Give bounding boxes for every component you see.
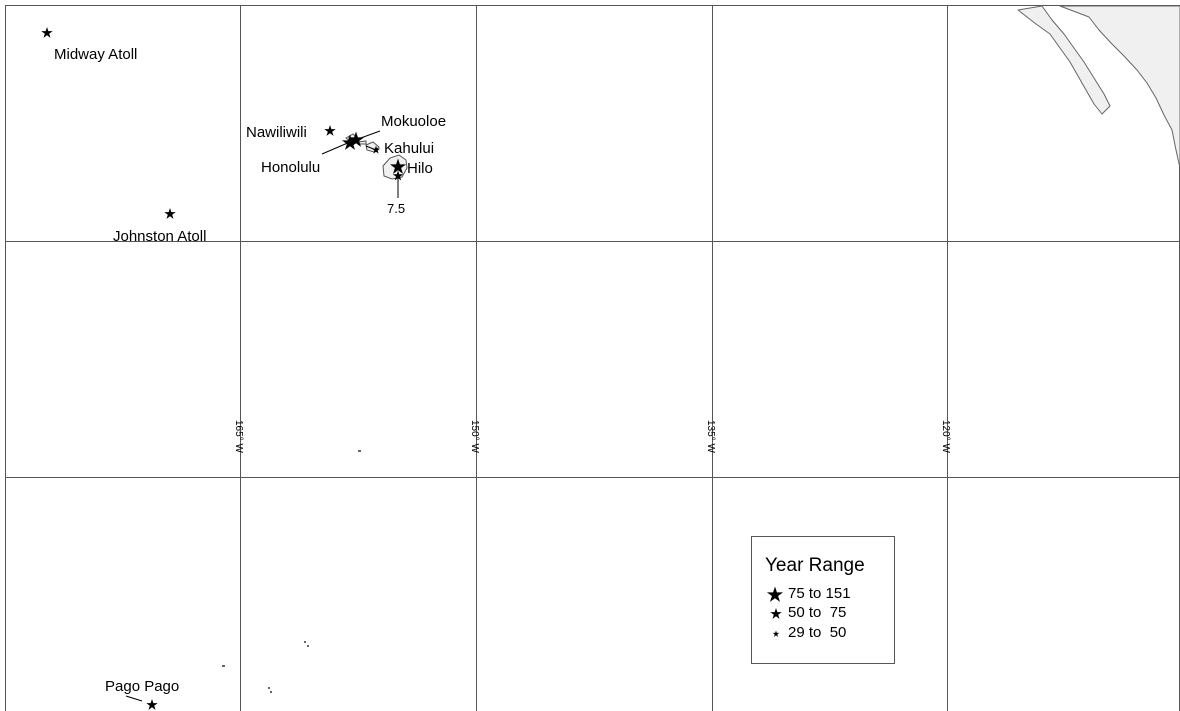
station-label-midway: Midway Atoll	[54, 46, 137, 63]
island-speck	[222, 665, 225, 667]
island-speck	[358, 450, 361, 452]
island-speck	[270, 691, 272, 693]
island-speck	[304, 641, 306, 643]
station-star-icon	[164, 208, 176, 219]
island-speck	[307, 645, 309, 647]
longitude-labels: 165° W 150° W 135° W 120° W	[233, 420, 951, 453]
longitude-label-165w: 165° W	[233, 420, 244, 453]
baja-peninsula	[1017, 5, 1111, 115]
island-speck	[268, 687, 270, 689]
station-label-honolulu: Honolulu	[261, 159, 320, 176]
station-label-pago-pago: Pago Pago	[105, 678, 179, 695]
pago-pago-leader	[125, 695, 143, 702]
magnitude-note: 7.5	[387, 201, 405, 216]
station-label-mokuoloe: Mokuoloe	[381, 113, 446, 130]
station-label-nawiliwili: Nawiliwili	[246, 124, 307, 141]
legend-box	[751, 536, 895, 664]
mexico-landmass	[1059, 5, 1180, 169]
honolulu-leader	[321, 141, 351, 155]
longitude-label-120w: 120° W	[940, 420, 951, 453]
station-label-johnston: Johnston Atoll	[113, 228, 206, 245]
longitude-label-135w: 135° W	[705, 420, 716, 453]
legend-item-medium: 50 to 75	[788, 604, 846, 621]
station-star-icon	[41, 27, 53, 38]
legend: Year Range 75 to 151 50 to 75 29 to 50	[751, 536, 895, 664]
station-star-icon	[324, 125, 336, 136]
station-labels: Midway Atoll Johnston Atoll Nawiliwili M…	[54, 46, 446, 695]
station-markers	[41, 27, 407, 710]
station-label-hilo: Hilo	[407, 160, 433, 177]
legend-item-small: 29 to 50	[788, 624, 846, 641]
station-label-kahului: Kahului	[384, 140, 434, 157]
graticule	[6, 6, 1180, 711]
station-star-icon	[146, 699, 158, 710]
leader-lines	[125, 130, 399, 702]
mainland-coast	[1017, 5, 1180, 169]
legend-item-large: 75 to 151	[788, 585, 851, 602]
island-specks	[222, 450, 361, 693]
legend-title: Year Range	[765, 555, 865, 576]
map-frame	[5, 5, 1180, 711]
longitude-label-150w: 150° W	[469, 420, 480, 453]
